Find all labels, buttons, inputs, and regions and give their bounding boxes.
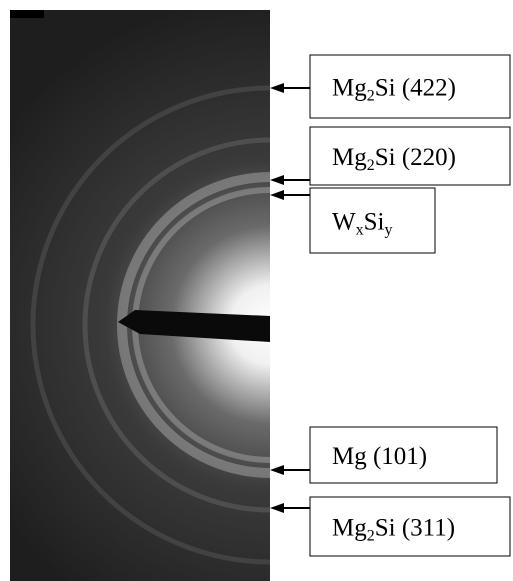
subscript: 2 xyxy=(367,528,375,545)
label-part: Si (311) xyxy=(375,515,455,542)
subscript: 2 xyxy=(367,157,375,174)
subscript: y xyxy=(384,222,392,239)
label-part: Mg xyxy=(332,75,367,102)
label-part: W xyxy=(332,209,356,236)
arrow-head xyxy=(270,190,284,200)
arrow-head xyxy=(270,465,284,475)
label-part: Si (220) xyxy=(375,144,456,171)
label-part: Si xyxy=(364,209,385,236)
subscript: 2 xyxy=(367,88,375,105)
label-part: Mg xyxy=(332,515,367,542)
label-text: Mg2Si (220) xyxy=(332,144,456,174)
subscript: x xyxy=(356,222,364,239)
arrow-head xyxy=(270,503,284,513)
label-part: Mg (101) xyxy=(332,443,427,470)
figure: Mg2Si (422)Mg2Si (220)WxSiyMg (101)Mg2Si… xyxy=(0,0,513,581)
label-part: Mg xyxy=(332,144,367,171)
label-text: Mg2Si (311) xyxy=(332,515,455,545)
arrow-head xyxy=(270,83,284,93)
arrow-head xyxy=(270,175,284,185)
label-text: Mg (101) xyxy=(332,443,427,470)
label-part: Si (422) xyxy=(375,75,456,102)
label-text: Mg2Si (422) xyxy=(332,75,456,105)
